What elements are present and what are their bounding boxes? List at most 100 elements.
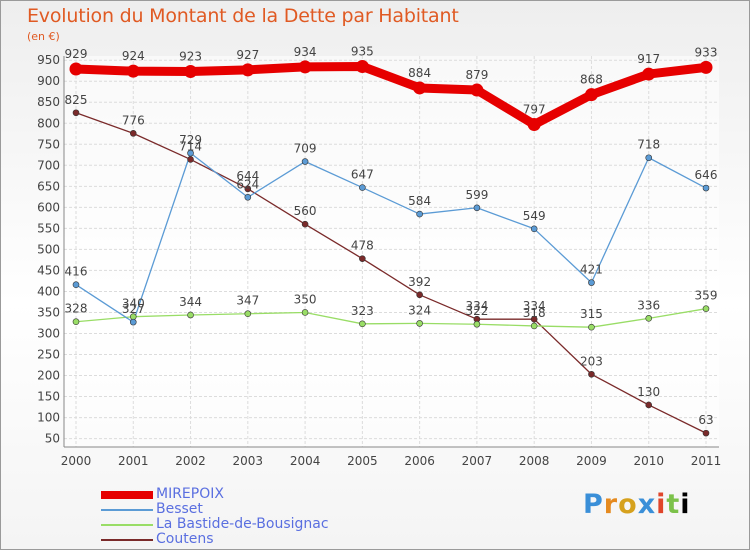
data-label-la-bastide: 315	[580, 307, 603, 321]
y-tick-label: 800	[37, 116, 60, 130]
data-point-besset	[129, 318, 137, 326]
x-tick-label: 2011	[691, 454, 722, 468]
data-point-besset	[72, 281, 80, 289]
data-label-mirepoix: 933	[695, 45, 718, 59]
data-point-la-bastide	[187, 311, 194, 319]
data-label-besset: 549	[523, 209, 546, 223]
data-label-besset: 584	[408, 194, 431, 208]
data-point-la-bastide	[645, 315, 653, 322]
data-point-mirepoix	[584, 88, 598, 102]
data-point-mirepoix	[184, 65, 198, 79]
data-point-mirepoix	[527, 118, 541, 132]
data-label-coutens: 776	[122, 113, 145, 127]
y-tick-label: 950	[37, 53, 60, 67]
data-point-la-bastide	[588, 323, 595, 331]
data-point-besset	[473, 204, 481, 212]
data-label-coutens: 203	[580, 354, 603, 368]
data-label-la-bastide: 344	[179, 295, 202, 309]
chart-unit: (en €)	[27, 30, 60, 43]
data-point-mirepoix	[470, 83, 484, 97]
legend-swatch-besset	[101, 509, 153, 511]
data-point-la-bastide	[301, 309, 309, 316]
legend-label-besset: Besset	[156, 501, 203, 517]
data-label-mirepoix: 924	[122, 49, 145, 63]
data-point-mirepoix	[355, 60, 369, 74]
data-label-mirepoix: 935	[351, 45, 374, 59]
data-label-coutens: 334	[523, 299, 546, 313]
data-label-mirepoix: 929	[65, 47, 88, 61]
data-label-besset: 421	[580, 263, 603, 277]
data-point-la-bastide	[473, 320, 481, 328]
data-point-la-bastide	[244, 310, 252, 318]
data-point-la-bastide	[72, 318, 80, 326]
data-point-besset	[702, 184, 710, 192]
data-point-mirepoix	[241, 63, 255, 77]
data-point-coutens	[129, 130, 137, 137]
data-label-la-bastide: 322	[465, 304, 488, 318]
y-tick-label: 150	[37, 390, 60, 404]
data-label-la-bastide: 328	[65, 302, 88, 316]
data-point-mirepoix	[413, 81, 427, 95]
legend-swatch-la-bastide	[101, 524, 153, 526]
y-tick-label: 650	[37, 179, 60, 193]
data-label-mirepoix: 923	[179, 50, 202, 64]
y-tick-label: 900	[37, 74, 60, 88]
legend-label-mirepoix: MIREPOIX	[156, 486, 224, 502]
y-tick-label: 200	[37, 369, 60, 383]
x-tick-label: 2002	[175, 454, 206, 468]
x-tick-label: 2007	[462, 454, 493, 468]
data-point-mirepoix	[126, 64, 140, 78]
data-label-mirepoix: 917	[637, 52, 660, 66]
data-label-besset: 729	[179, 133, 202, 147]
data-label-la-bastide: 323	[351, 304, 374, 318]
series-line-la-bastide	[75, 308, 707, 328]
data-label-mirepoix: 868	[580, 73, 603, 87]
data-point-la-bastide	[530, 322, 538, 330]
x-tick-label: 2004	[290, 454, 321, 468]
data-point-coutens	[645, 401, 653, 409]
y-tick-label: 550	[37, 221, 60, 235]
data-label-la-bastide: 340	[122, 297, 145, 311]
y-tick-label: 450	[37, 263, 60, 277]
data-label-besset: 718	[637, 138, 660, 152]
data-label-besset: 327	[122, 302, 145, 316]
data-label-besset: 416	[65, 265, 88, 279]
data-label-coutens: 478	[351, 239, 374, 253]
legend-swatch-mirepoix	[101, 491, 153, 499]
data-label-coutens: 560	[294, 204, 317, 218]
legend-swatch-coutens	[101, 539, 153, 541]
x-tick-label: 2010	[633, 454, 664, 468]
y-tick-label: 350	[37, 305, 60, 319]
data-label-mirepoix: 927	[236, 48, 259, 62]
chart-title: Evolution du Montant de la Dette par Hab…	[27, 5, 459, 27]
data-label-la-bastide: 347	[236, 294, 259, 308]
data-label-besset: 647	[351, 168, 374, 182]
y-tick-label: 300	[37, 326, 60, 340]
data-label-la-bastide: 318	[523, 306, 546, 320]
plot-area	[64, 56, 719, 447]
data-label-mirepoix: 879	[465, 68, 488, 82]
data-label-mirepoix: 797	[523, 103, 546, 117]
y-tick-label: 50	[45, 432, 60, 446]
x-tick-label: 2003	[233, 454, 264, 468]
data-point-coutens	[588, 370, 595, 378]
proxiti-logo: Proxiti	[583, 489, 691, 520]
x-tick-label: 2005	[347, 454, 378, 468]
data-label-la-bastide: 324	[408, 303, 431, 317]
data-label-mirepoix: 934	[294, 45, 317, 59]
data-point-coutens	[416, 291, 423, 299]
data-point-mirepoix	[69, 62, 83, 76]
series-line-coutens	[75, 112, 707, 434]
data-point-la-bastide	[416, 320, 423, 327]
data-point-besset	[416, 210, 423, 218]
x-tick-label: 2009	[576, 454, 607, 468]
y-tick-label: 400	[37, 284, 60, 298]
data-label-coutens: 392	[408, 275, 431, 289]
data-label-besset: 624	[236, 177, 259, 191]
data-point-besset	[530, 225, 538, 233]
data-label-coutens: 825	[65, 93, 88, 107]
data-label-la-bastide: 359	[695, 289, 718, 303]
data-label-coutens: 644	[236, 169, 259, 183]
